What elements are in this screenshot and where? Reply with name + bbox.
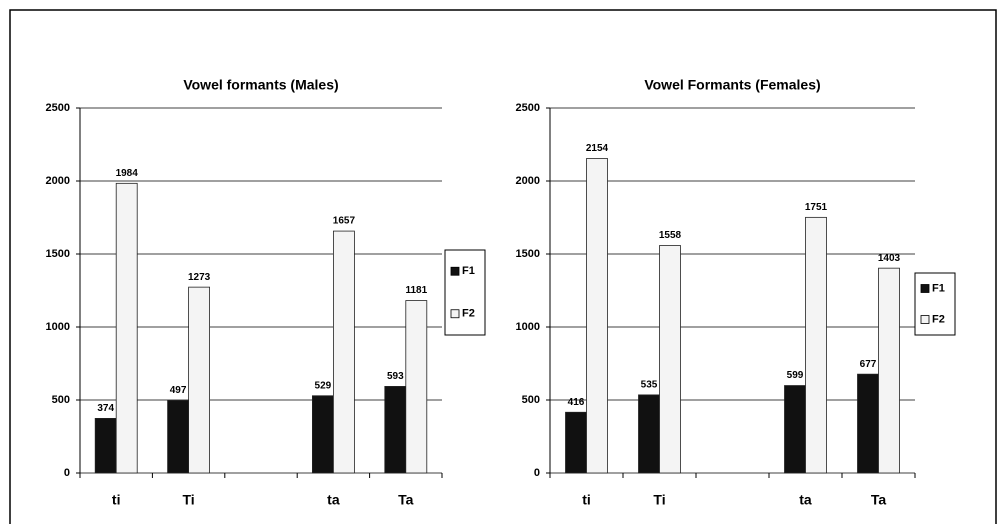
y-tick-label: 2000	[516, 175, 540, 187]
x-tick-label: ti	[112, 492, 121, 508]
value-label: 1403	[878, 253, 901, 264]
bar	[784, 385, 806, 474]
y-tick-label: 2500	[46, 102, 70, 114]
legend-box	[444, 249, 486, 336]
legend-label: F1	[462, 265, 475, 277]
legend-box	[914, 272, 956, 336]
bar	[565, 411, 587, 474]
y-tick-label: 500	[52, 394, 70, 406]
bar	[638, 394, 660, 474]
y-tick-label: 0	[64, 467, 70, 479]
value-label: 593	[387, 371, 404, 382]
y-tick-label: 0	[534, 467, 540, 479]
bar	[188, 286, 211, 474]
x-tick-label: ta	[799, 492, 812, 508]
chart-title: Vowel formants (Males)	[183, 77, 338, 93]
y-tick-label: 500	[522, 394, 540, 406]
value-label: 599	[787, 370, 804, 381]
value-label: 529	[315, 380, 332, 391]
x-tick-label: ta	[327, 492, 340, 508]
bar	[167, 400, 190, 474]
legend-label: F2	[462, 308, 475, 320]
legend-swatch	[920, 284, 930, 293]
y-tick-label: 1000	[516, 321, 540, 333]
x-tick-label: Ta	[871, 492, 887, 508]
x-tick-label: Ti	[653, 492, 665, 508]
frame	[9, 9, 997, 524]
legend-swatch	[450, 309, 460, 319]
legend-swatch	[920, 315, 930, 324]
y-tick-label: 1000	[46, 321, 70, 333]
bar	[332, 230, 355, 474]
value-label: 416	[568, 397, 585, 408]
bar	[115, 182, 138, 474]
y-tick-label: 2000	[46, 175, 70, 187]
legend-label: F1	[932, 282, 945, 294]
bar	[659, 245, 681, 474]
legend-swatch	[450, 266, 460, 276]
value-label: 1657	[333, 216, 356, 227]
bar	[878, 267, 900, 474]
value-label: 535	[641, 380, 658, 391]
bar	[94, 417, 117, 474]
y-tick-label: 1500	[516, 248, 540, 260]
value-label: 1181	[405, 285, 427, 296]
value-label: 1558	[659, 230, 682, 241]
x-tick-label: Ti	[182, 492, 194, 508]
chart-title: Vowel Formants (Females)	[644, 77, 820, 93]
bar	[384, 386, 407, 474]
y-tick-label: 1500	[46, 248, 70, 260]
bar	[405, 300, 428, 474]
value-label: 1751	[805, 202, 828, 213]
value-label: 677	[860, 359, 877, 370]
value-label: 1273	[188, 272, 211, 283]
value-label: 1984	[116, 168, 139, 179]
value-label: 374	[97, 403, 114, 414]
bar	[857, 373, 879, 474]
bar	[805, 216, 827, 474]
value-label: 2154	[586, 143, 609, 154]
bar	[311, 395, 334, 474]
bar	[586, 158, 608, 474]
x-tick-label: ti	[582, 492, 591, 508]
legend-label: F2	[932, 313, 945, 325]
value-label: 497	[170, 385, 187, 396]
y-tick-label: 2500	[516, 102, 540, 114]
x-tick-label: Ta	[398, 492, 414, 508]
